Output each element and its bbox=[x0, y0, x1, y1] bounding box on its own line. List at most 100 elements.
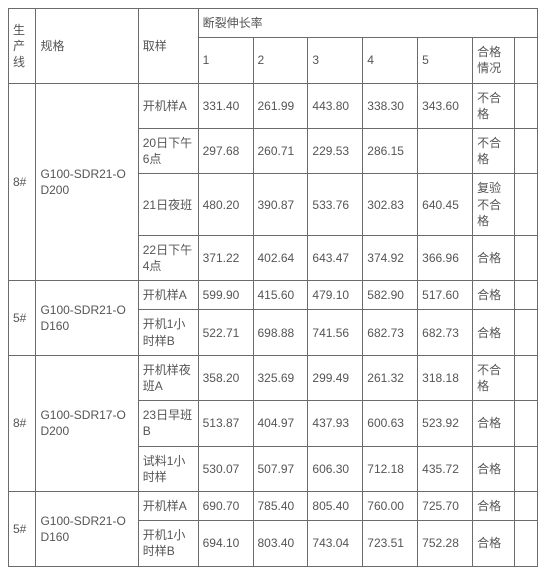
cell-spec: G100-SDR21-OD200 bbox=[36, 83, 138, 281]
cell-val: 366.96 bbox=[418, 235, 473, 280]
cell-val bbox=[418, 128, 473, 173]
cell-val: 530.07 bbox=[198, 446, 253, 491]
col-header-break: 断裂伸长率 bbox=[198, 9, 537, 38]
cell-val: 803.40 bbox=[253, 521, 308, 566]
cell-val: 229.53 bbox=[308, 128, 363, 173]
cell-result: 合格 bbox=[473, 235, 515, 280]
cell-val: 443.80 bbox=[308, 83, 363, 128]
cell-val: 286.15 bbox=[363, 128, 418, 173]
table-row: 5# G100-SDR21-OD160 开机样A 599.90 415.60 4… bbox=[9, 281, 538, 310]
cell-extra bbox=[515, 491, 538, 520]
cell-val: 479.10 bbox=[308, 281, 363, 310]
cell-val: 694.10 bbox=[198, 521, 253, 566]
cell-val: 690.70 bbox=[198, 491, 253, 520]
cell-val: 435.72 bbox=[418, 446, 473, 491]
cell-val: 318.18 bbox=[418, 355, 473, 400]
cell-val: 522.71 bbox=[198, 310, 253, 355]
cell-val: 682.73 bbox=[363, 310, 418, 355]
table-body: 生产线 规格 取样 断裂伸长率 1 2 3 4 5 合格情况 8# G100-S… bbox=[9, 9, 538, 567]
cell-extra bbox=[515, 355, 538, 400]
cell-val: 513.87 bbox=[198, 401, 253, 446]
cell-val: 404.97 bbox=[253, 401, 308, 446]
cell-val: 331.40 bbox=[198, 83, 253, 128]
col-header-2: 2 bbox=[253, 38, 308, 83]
cell-line: 8# bbox=[9, 355, 36, 491]
cell-extra bbox=[515, 128, 538, 173]
cell-val: 643.47 bbox=[308, 235, 363, 280]
table-row: 8# G100-SDR21-OD200 开机样A 331.40 261.99 4… bbox=[9, 83, 538, 128]
cell-val: 725.70 bbox=[418, 491, 473, 520]
cell-val: 805.40 bbox=[308, 491, 363, 520]
cell-sample: 开机1小时样B bbox=[138, 310, 198, 355]
header-row-1: 生产线 规格 取样 断裂伸长率 bbox=[9, 9, 538, 38]
col-header-spec: 规格 bbox=[36, 9, 138, 84]
cell-result: 不合格 bbox=[473, 83, 515, 128]
cell-val: 582.90 bbox=[363, 281, 418, 310]
cell-extra bbox=[515, 235, 538, 280]
col-header-line: 生产线 bbox=[9, 9, 36, 84]
cell-sample: 开机1小时样B bbox=[138, 521, 198, 566]
col-header-result: 合格情况 bbox=[473, 38, 515, 83]
cell-val: 260.71 bbox=[253, 128, 308, 173]
cell-sample: 开机样A bbox=[138, 83, 198, 128]
cell-val: 343.60 bbox=[418, 83, 473, 128]
cell-val: 261.32 bbox=[363, 355, 418, 400]
cell-val: 785.40 bbox=[253, 491, 308, 520]
cell-result: 合格 bbox=[473, 310, 515, 355]
cell-sample: 21日夜班 bbox=[138, 174, 198, 236]
cell-val: 390.87 bbox=[253, 174, 308, 236]
cell-line: 5# bbox=[9, 281, 36, 356]
cell-sample: 试料1小时样 bbox=[138, 446, 198, 491]
cell-result: 合格 bbox=[473, 401, 515, 446]
cell-val: 325.69 bbox=[253, 355, 308, 400]
cell-val: 533.76 bbox=[308, 174, 363, 236]
cell-spec: G100-SDR21-OD160 bbox=[36, 281, 138, 356]
cell-val: 358.20 bbox=[198, 355, 253, 400]
cell-result: 不合格 bbox=[473, 355, 515, 400]
cell-val: 752.28 bbox=[418, 521, 473, 566]
cell-val: 297.68 bbox=[198, 128, 253, 173]
cell-result: 合格 bbox=[473, 446, 515, 491]
cell-sample: 开机样A bbox=[138, 281, 198, 310]
cell-extra bbox=[515, 83, 538, 128]
cell-result: 合格 bbox=[473, 491, 515, 520]
cell-val: 374.92 bbox=[363, 235, 418, 280]
cell-line: 8# bbox=[9, 83, 36, 281]
cell-extra bbox=[515, 281, 538, 310]
cell-val: 723.51 bbox=[363, 521, 418, 566]
cell-sample: 开机样A bbox=[138, 491, 198, 520]
cell-val: 338.30 bbox=[363, 83, 418, 128]
cell-sample: 20日下午6点 bbox=[138, 128, 198, 173]
cell-line: 5# bbox=[9, 491, 36, 566]
table-row: 5# G100-SDR21-OD160 开机样A 690.70 785.40 8… bbox=[9, 491, 538, 520]
cell-val: 599.90 bbox=[198, 281, 253, 310]
cell-val: 743.04 bbox=[308, 521, 363, 566]
cell-spec: G100-SDR21-OD160 bbox=[36, 491, 138, 566]
col-header-4: 4 bbox=[363, 38, 418, 83]
cell-val: 698.88 bbox=[253, 310, 308, 355]
cell-val: 480.20 bbox=[198, 174, 253, 236]
cell-val: 741.56 bbox=[308, 310, 363, 355]
cell-val: 517.60 bbox=[418, 281, 473, 310]
cell-val: 437.93 bbox=[308, 401, 363, 446]
cell-val: 712.18 bbox=[363, 446, 418, 491]
cell-sample: 开机样夜班A bbox=[138, 355, 198, 400]
cell-val: 302.83 bbox=[363, 174, 418, 236]
cell-val: 682.73 bbox=[418, 310, 473, 355]
cell-val: 507.97 bbox=[253, 446, 308, 491]
col-header-sample: 取样 bbox=[138, 9, 198, 84]
cell-result: 复验不合格 bbox=[473, 174, 515, 236]
col-header-1: 1 bbox=[198, 38, 253, 83]
cell-extra bbox=[515, 521, 538, 566]
cell-extra bbox=[515, 174, 538, 236]
cell-extra bbox=[515, 310, 538, 355]
table-row: 8# G100-SDR17-OD200 开机样夜班A 358.20 325.69… bbox=[9, 355, 538, 400]
data-table: 生产线 规格 取样 断裂伸长率 1 2 3 4 5 合格情况 8# G100-S… bbox=[8, 8, 538, 567]
col-header-extra bbox=[515, 38, 538, 83]
cell-val: 299.49 bbox=[308, 355, 363, 400]
cell-sample: 23日早班B bbox=[138, 401, 198, 446]
cell-val: 523.92 bbox=[418, 401, 473, 446]
cell-val: 640.45 bbox=[418, 174, 473, 236]
col-header-5: 5 bbox=[418, 38, 473, 83]
cell-val: 600.63 bbox=[363, 401, 418, 446]
